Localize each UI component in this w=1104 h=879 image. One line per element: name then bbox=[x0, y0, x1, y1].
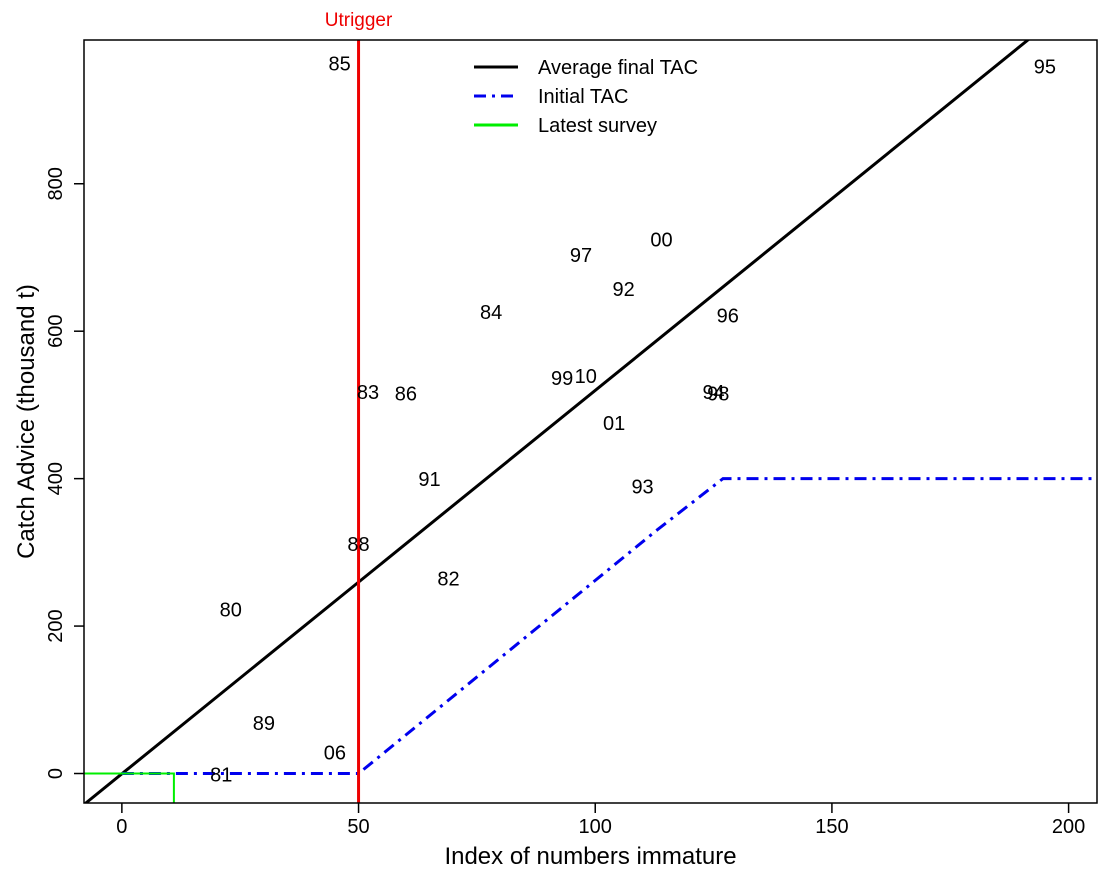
x-tick-label: 150 bbox=[815, 816, 848, 838]
point-label: 97 bbox=[570, 245, 592, 267]
point-label: 00 bbox=[650, 230, 672, 252]
point-label: 83 bbox=[357, 382, 379, 404]
point-label: 10 bbox=[575, 366, 597, 388]
x-axis-title: Index of numbers immature bbox=[444, 843, 736, 870]
point-label: 99 bbox=[551, 368, 573, 390]
x-tick-label: 50 bbox=[347, 816, 369, 838]
point-label: 98 bbox=[707, 384, 729, 406]
point-label: 93 bbox=[631, 476, 653, 498]
point-label: 84 bbox=[480, 302, 502, 324]
point-label: 86 bbox=[395, 384, 417, 406]
point-label: 88 bbox=[347, 534, 369, 556]
point-label: 95 bbox=[1034, 56, 1056, 78]
point-label: 80 bbox=[220, 600, 242, 622]
average-final-tac-line bbox=[84, 40, 1031, 803]
latest-survey-line bbox=[84, 772, 175, 803]
y-tick-label: 0 bbox=[45, 768, 67, 779]
y-tick-label: 800 bbox=[45, 167, 67, 200]
x-axis: 0 50 100 150 200 bbox=[116, 803, 1085, 838]
point-label: 96 bbox=[717, 305, 739, 327]
y-tick-label: 400 bbox=[45, 462, 67, 495]
legend-label-average-final-tac: Average final TAC bbox=[538, 57, 698, 79]
point-label: 92 bbox=[613, 279, 635, 301]
x-tick-label: 0 bbox=[116, 816, 127, 838]
y-axis-title: Catch Advice (thousand t) bbox=[13, 284, 40, 559]
point-label: 85 bbox=[328, 53, 350, 75]
point-label: 06 bbox=[324, 743, 346, 765]
plot-frame bbox=[83, 39, 1098, 804]
point-label: 89 bbox=[253, 713, 275, 735]
legend-label-latest-survey: Latest survey bbox=[538, 115, 657, 137]
y-tick-label: 200 bbox=[45, 609, 67, 642]
point-label: 82 bbox=[437, 569, 459, 591]
point-label: 81 bbox=[210, 765, 232, 787]
point-label: 01 bbox=[603, 413, 625, 435]
point-label: 91 bbox=[418, 469, 440, 491]
y-axis: 0 200 400 600 800 bbox=[45, 167, 84, 779]
legend: Average final TAC Initial TAC Latest sur… bbox=[474, 57, 698, 137]
y-tick-label: 600 bbox=[45, 315, 67, 348]
utrigger-label: Utrigger bbox=[325, 10, 393, 31]
point-label: 94 bbox=[702, 382, 724, 404]
x-tick-label: 100 bbox=[579, 816, 612, 838]
x-tick-label: 200 bbox=[1052, 816, 1085, 838]
initial-tac-line bbox=[121, 477, 1097, 775]
legend-label-initial-tac: Initial TAC bbox=[538, 86, 628, 108]
